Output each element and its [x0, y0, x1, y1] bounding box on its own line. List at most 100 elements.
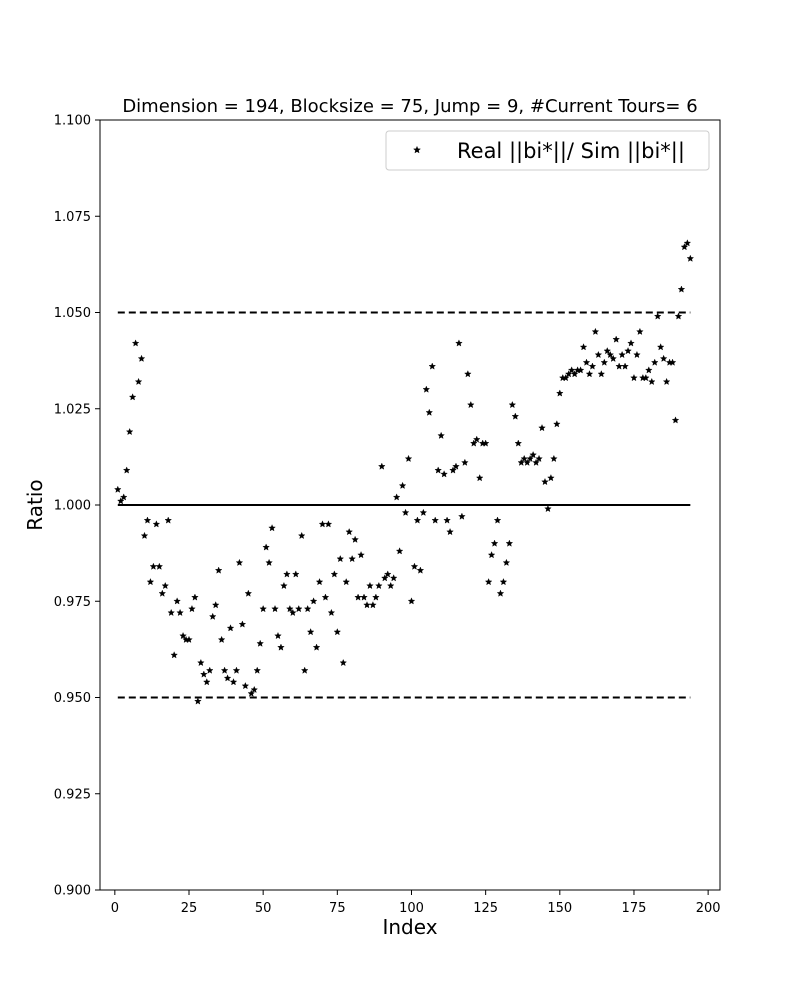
- data-point: [369, 601, 377, 609]
- data-point: [410, 562, 419, 570]
- x-axis-ticks: 0 25 50 75 100 125 150 175 200: [111, 890, 721, 916]
- data-point: [259, 605, 267, 613]
- data-point: [134, 377, 143, 385]
- data-point: [588, 362, 597, 370]
- data-point: [422, 385, 431, 393]
- data-point: [137, 354, 146, 362]
- data-point: [360, 593, 368, 601]
- data-point: [125, 427, 134, 436]
- data-point: [366, 581, 374, 590]
- data-point: [668, 358, 677, 366]
- data-point: [499, 578, 508, 586]
- data-point: [508, 400, 517, 409]
- data-point: [286, 605, 294, 613]
- data-point: [561, 374, 570, 382]
- data-point: [461, 458, 469, 466]
- data-point: [505, 539, 514, 547]
- data-point: [449, 466, 457, 474]
- data-point: [648, 377, 656, 385]
- legend-star-icon: [413, 145, 421, 154]
- data-point: [514, 439, 523, 447]
- data-point: [591, 327, 600, 335]
- data-point: [502, 558, 511, 566]
- data-point: [458, 512, 466, 520]
- y-tick-label: 0.975: [54, 595, 91, 610]
- data-point: [627, 339, 635, 347]
- data-point: [289, 608, 297, 616]
- data-point: [292, 570, 300, 578]
- data-point: [434, 466, 442, 474]
- data-point: [173, 597, 181, 605]
- data-point: [437, 431, 445, 439]
- x-tick-label: 25: [181, 901, 198, 916]
- data-point: [351, 535, 359, 543]
- data-point: [493, 516, 502, 524]
- data-point: [203, 678, 211, 686]
- data-point: [128, 393, 137, 401]
- data-point: [309, 597, 318, 605]
- data-point: [146, 578, 155, 586]
- data-point: [188, 605, 196, 613]
- data-point: [633, 350, 641, 359]
- data-point: [529, 451, 537, 459]
- data-point: [615, 362, 623, 370]
- y-tick-label: 0.950: [54, 691, 91, 706]
- data-point: [122, 466, 131, 474]
- legend: Real ||bi*||/ Sim ||bi*||: [385, 130, 710, 171]
- data-point: [306, 628, 315, 636]
- data-point: [149, 562, 158, 570]
- data-point: [117, 497, 125, 505]
- data-point: [686, 254, 695, 262]
- data-point: [280, 581, 288, 590]
- data-point: [271, 605, 279, 613]
- data-point: [490, 539, 499, 547]
- data-point: [167, 608, 175, 616]
- chart-title: Dimension = 194, Blocksize = 75, Jump = …: [122, 96, 697, 117]
- data-point: [544, 504, 552, 513]
- data-point: [425, 408, 434, 416]
- data-point: [378, 462, 386, 470]
- data-point: [671, 416, 680, 424]
- data-point: [511, 412, 520, 420]
- data-point: [143, 516, 152, 524]
- data-point: [600, 358, 609, 366]
- data-point: [404, 454, 413, 462]
- data-point: [348, 554, 356, 563]
- y-tick-label: 1.075: [54, 210, 91, 225]
- data-point: [277, 643, 285, 651]
- data-point: [140, 531, 149, 539]
- data-point: [262, 543, 270, 551]
- data-point: [357, 551, 365, 559]
- x-tick-label: 175: [622, 901, 647, 916]
- data-point: [683, 239, 692, 247]
- data-point: [419, 508, 428, 516]
- data-point: [114, 485, 122, 493]
- data-point: [164, 516, 172, 524]
- data-point: [214, 566, 223, 574]
- data-point: [312, 643, 321, 651]
- x-tick-label: 100: [399, 901, 424, 916]
- data-point: [363, 601, 371, 609]
- data-point: [392, 493, 401, 501]
- data-point: [330, 570, 339, 578]
- data-point: [395, 547, 404, 555]
- data-point: [570, 370, 579, 378]
- data-point: [603, 347, 612, 355]
- data-point: [235, 558, 244, 566]
- data-point: [250, 685, 259, 693]
- x-tick-label: 200: [696, 901, 721, 916]
- data-point: [336, 554, 345, 563]
- data-point: [315, 578, 324, 586]
- data-point: [636, 327, 644, 335]
- data-point: [244, 589, 253, 597]
- data-point: [229, 678, 238, 686]
- data-point: [538, 424, 546, 432]
- data-point: [324, 520, 333, 528]
- y-tick-label: 0.925: [54, 787, 91, 802]
- data-point: [185, 635, 193, 643]
- data-point: [624, 347, 632, 355]
- data-points: [114, 239, 695, 705]
- data-point: [470, 439, 478, 447]
- data-point: [407, 597, 416, 605]
